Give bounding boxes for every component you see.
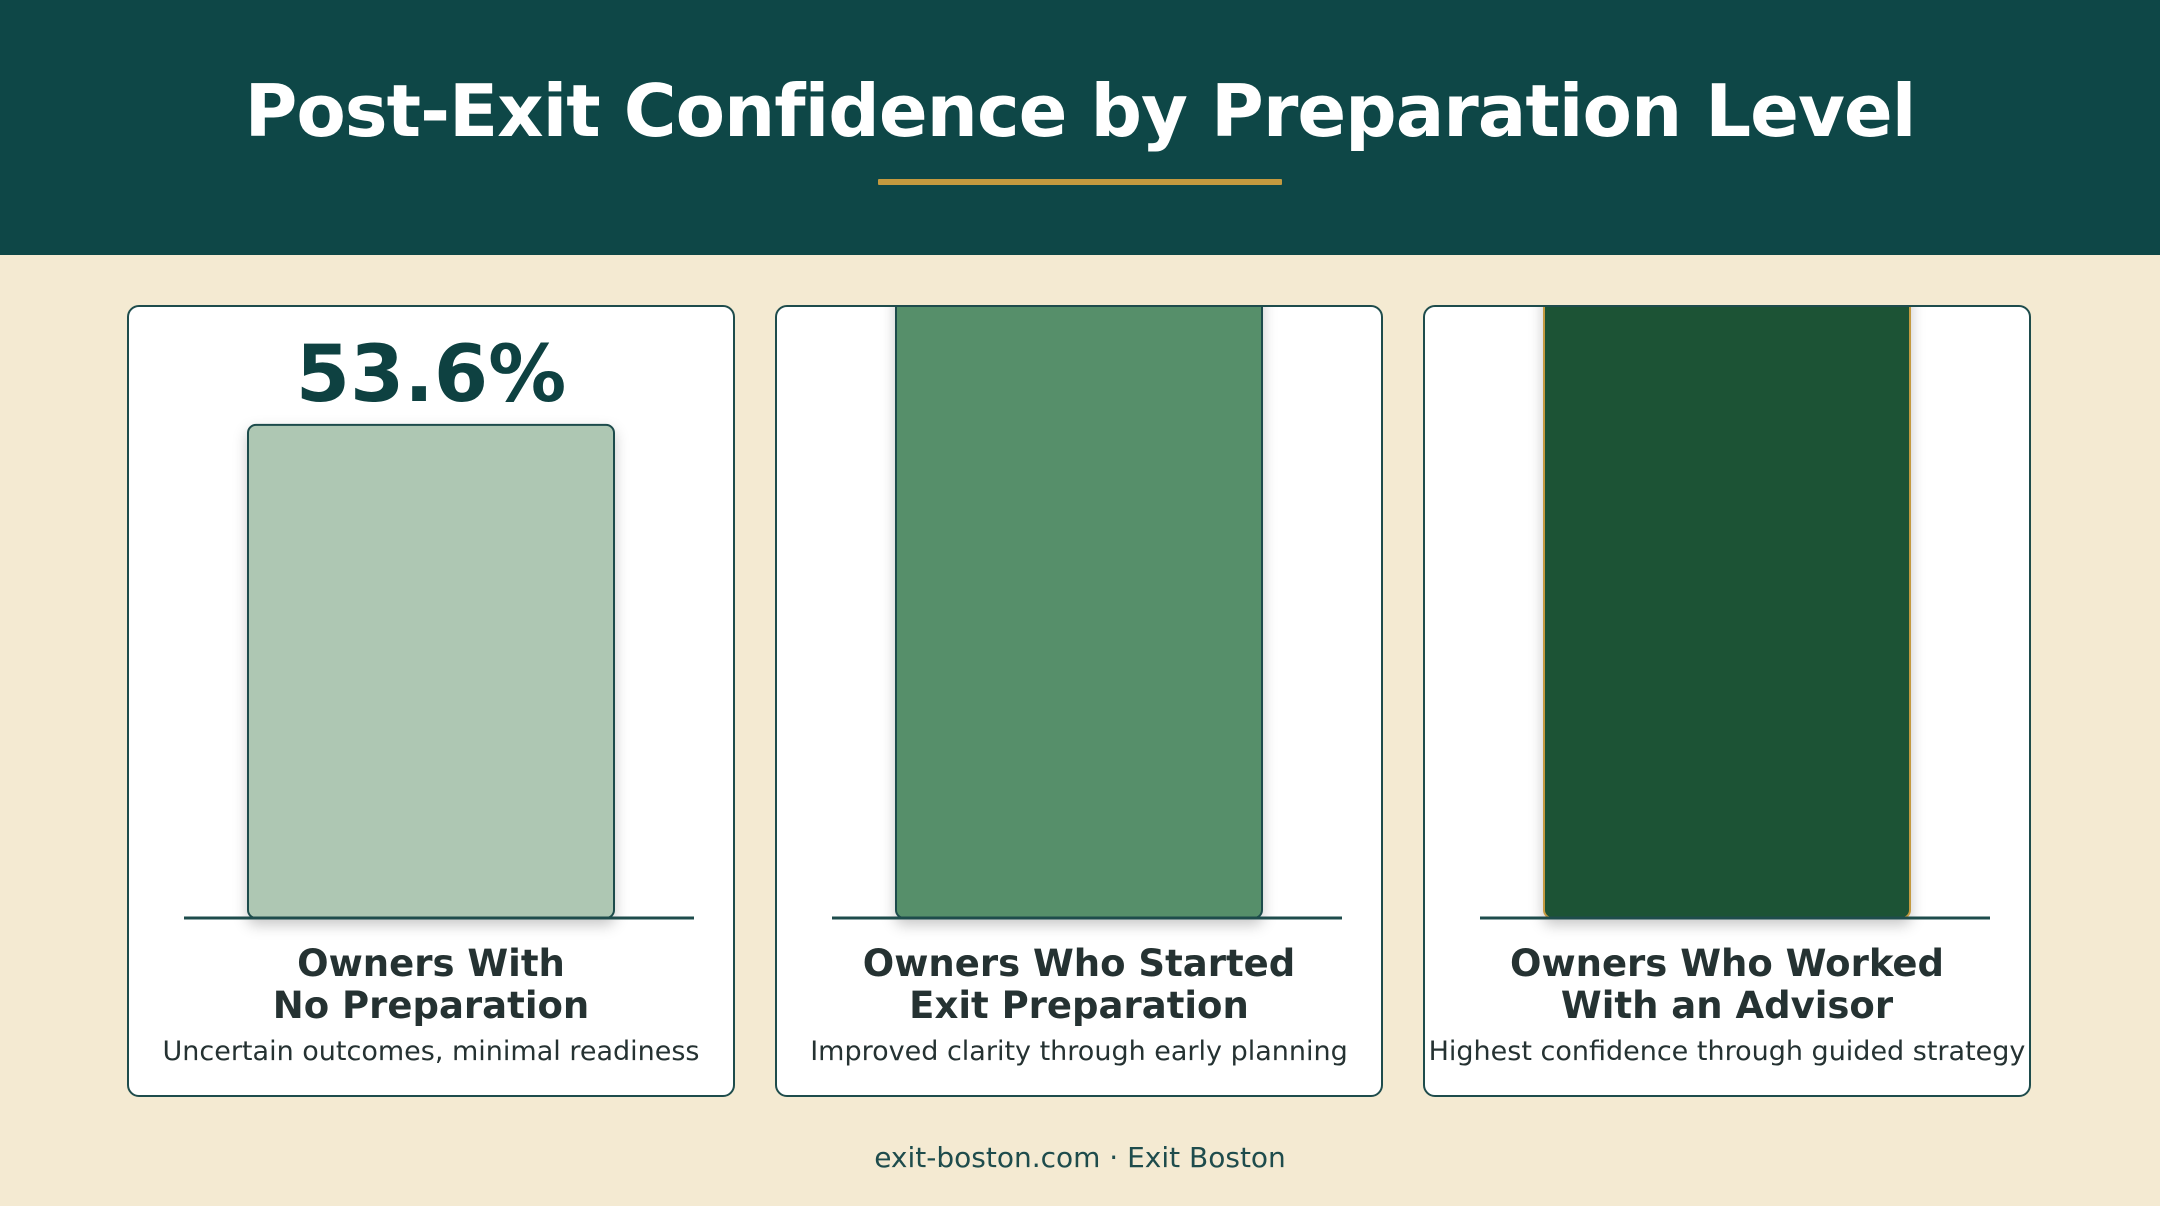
category-subtitle: Uncertain outcomes, minimal readiness xyxy=(162,1036,700,1067)
title-underline xyxy=(878,179,1282,185)
category-subtitle: Highest confidence through guided strate… xyxy=(1428,1036,2026,1067)
bar xyxy=(895,307,1263,919)
bar xyxy=(247,423,615,919)
category-subtitle: Improved clarity through early planning xyxy=(810,1036,1348,1067)
category-label: Owners Who Worked With an Advisor xyxy=(1509,942,1945,1027)
bar-chart-area: 74% xyxy=(832,307,1342,920)
category-label: Owners Who Started Exit Preparation xyxy=(862,942,1296,1027)
chart-title: Post-Exit Confidence by Preparation Leve… xyxy=(244,69,1917,153)
bar xyxy=(1543,307,1911,919)
category-card-started-preparation: 74% Owners Who Started Exit Preparation … xyxy=(775,305,1383,1097)
bar-chart-area: 53.6% xyxy=(184,330,694,920)
header-banner: Post-Exit Confidence by Preparation Leve… xyxy=(0,0,2160,255)
category-label: Owners With No Preparation xyxy=(272,942,590,1027)
bar-chart-area: 87.2% xyxy=(1480,307,1990,920)
category-card-no-preparation: 53.6% Owners With No Preparation Uncerta… xyxy=(127,305,735,1097)
bar-value-label: 53.6% xyxy=(296,330,567,420)
footer-source: exit-boston.com · Exit Boston xyxy=(874,1141,1286,1174)
category-card-worked-with-advisor: 87.2% Owners Who Worked With an Advisor … xyxy=(1423,305,2031,1097)
